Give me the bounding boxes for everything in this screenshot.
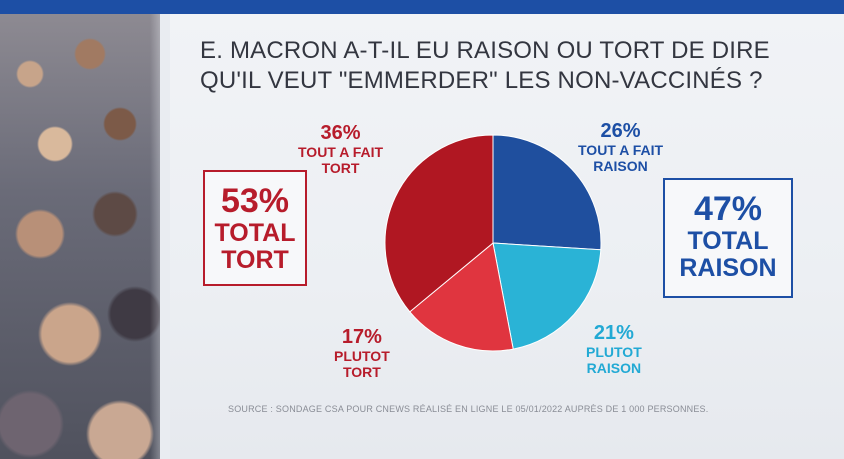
total-raison-box: 47% TOTAL RAISON <box>663 178 793 298</box>
label-plutot-raison-percent: 21% <box>593 322 634 344</box>
total-raison-label-line1: TOTAL <box>687 227 769 255</box>
chart-title-line1: E. MACRON A-T-IL EU RAISON OU TORT DE DI… <box>200 37 770 64</box>
slice-tout-tort <box>384 134 494 313</box>
chart-title-line2: QU'IL VEUT "EMMERDER" LES NON-VACCINÉS ? <box>200 67 763 94</box>
source-note: SOURCE : SONDAGE CSA POUR CNEWS RÉALISÉ … <box>228 404 709 414</box>
slice-plutot-raison <box>492 242 602 350</box>
label-tout-raison: 26% TOUT A FAIT RAISON <box>578 120 663 174</box>
total-tort-label-line1: TOTAL <box>214 219 296 247</box>
label-plutot-tort-line2: TORT <box>342 364 381 380</box>
label-tout-tort-percent: 36% <box>320 122 361 144</box>
label-tout-raison-line1: TOUT A FAIT <box>578 142 664 158</box>
label-plutot-raison-line1: PLUTOT <box>586 344 642 360</box>
label-tout-raison-percent: 26% <box>600 120 641 142</box>
total-raison-label-line2: RAISON <box>679 254 777 282</box>
label-tout-tort-line2: TORT <box>321 160 360 176</box>
crowd-background-image <box>0 14 160 459</box>
pie-chart <box>384 134 602 352</box>
label-tout-tort: 36% TOUT A FAIT TORT <box>298 122 383 176</box>
label-plutot-raison: 21% PLUTOT RAISON <box>586 322 642 376</box>
label-tout-raison-line2: RAISON <box>593 158 648 174</box>
label-plutot-raison-line2: RAISON <box>586 360 642 376</box>
total-tort-percent: 53% <box>220 182 290 220</box>
top-bar <box>0 0 844 14</box>
slice-plutot-tort <box>409 242 514 352</box>
chart-title: E. MACRON A-T-IL EU RAISON OU TORT DE DI… <box>200 36 820 96</box>
total-tort-box: 53% TOTAL TORT <box>203 170 307 286</box>
label-plutot-tort-percent: 17% <box>341 326 382 348</box>
label-tout-tort-line1: TOUT A FAIT <box>298 144 384 160</box>
slice-tout-raison <box>492 134 602 251</box>
total-raison-percent: 47% <box>693 190 763 228</box>
label-plutot-tort-line1: PLUTOT <box>334 348 390 364</box>
total-tort-label-line2: TORT <box>221 246 289 274</box>
label-plutot-tort: 17% PLUTOT TORT <box>334 326 390 380</box>
